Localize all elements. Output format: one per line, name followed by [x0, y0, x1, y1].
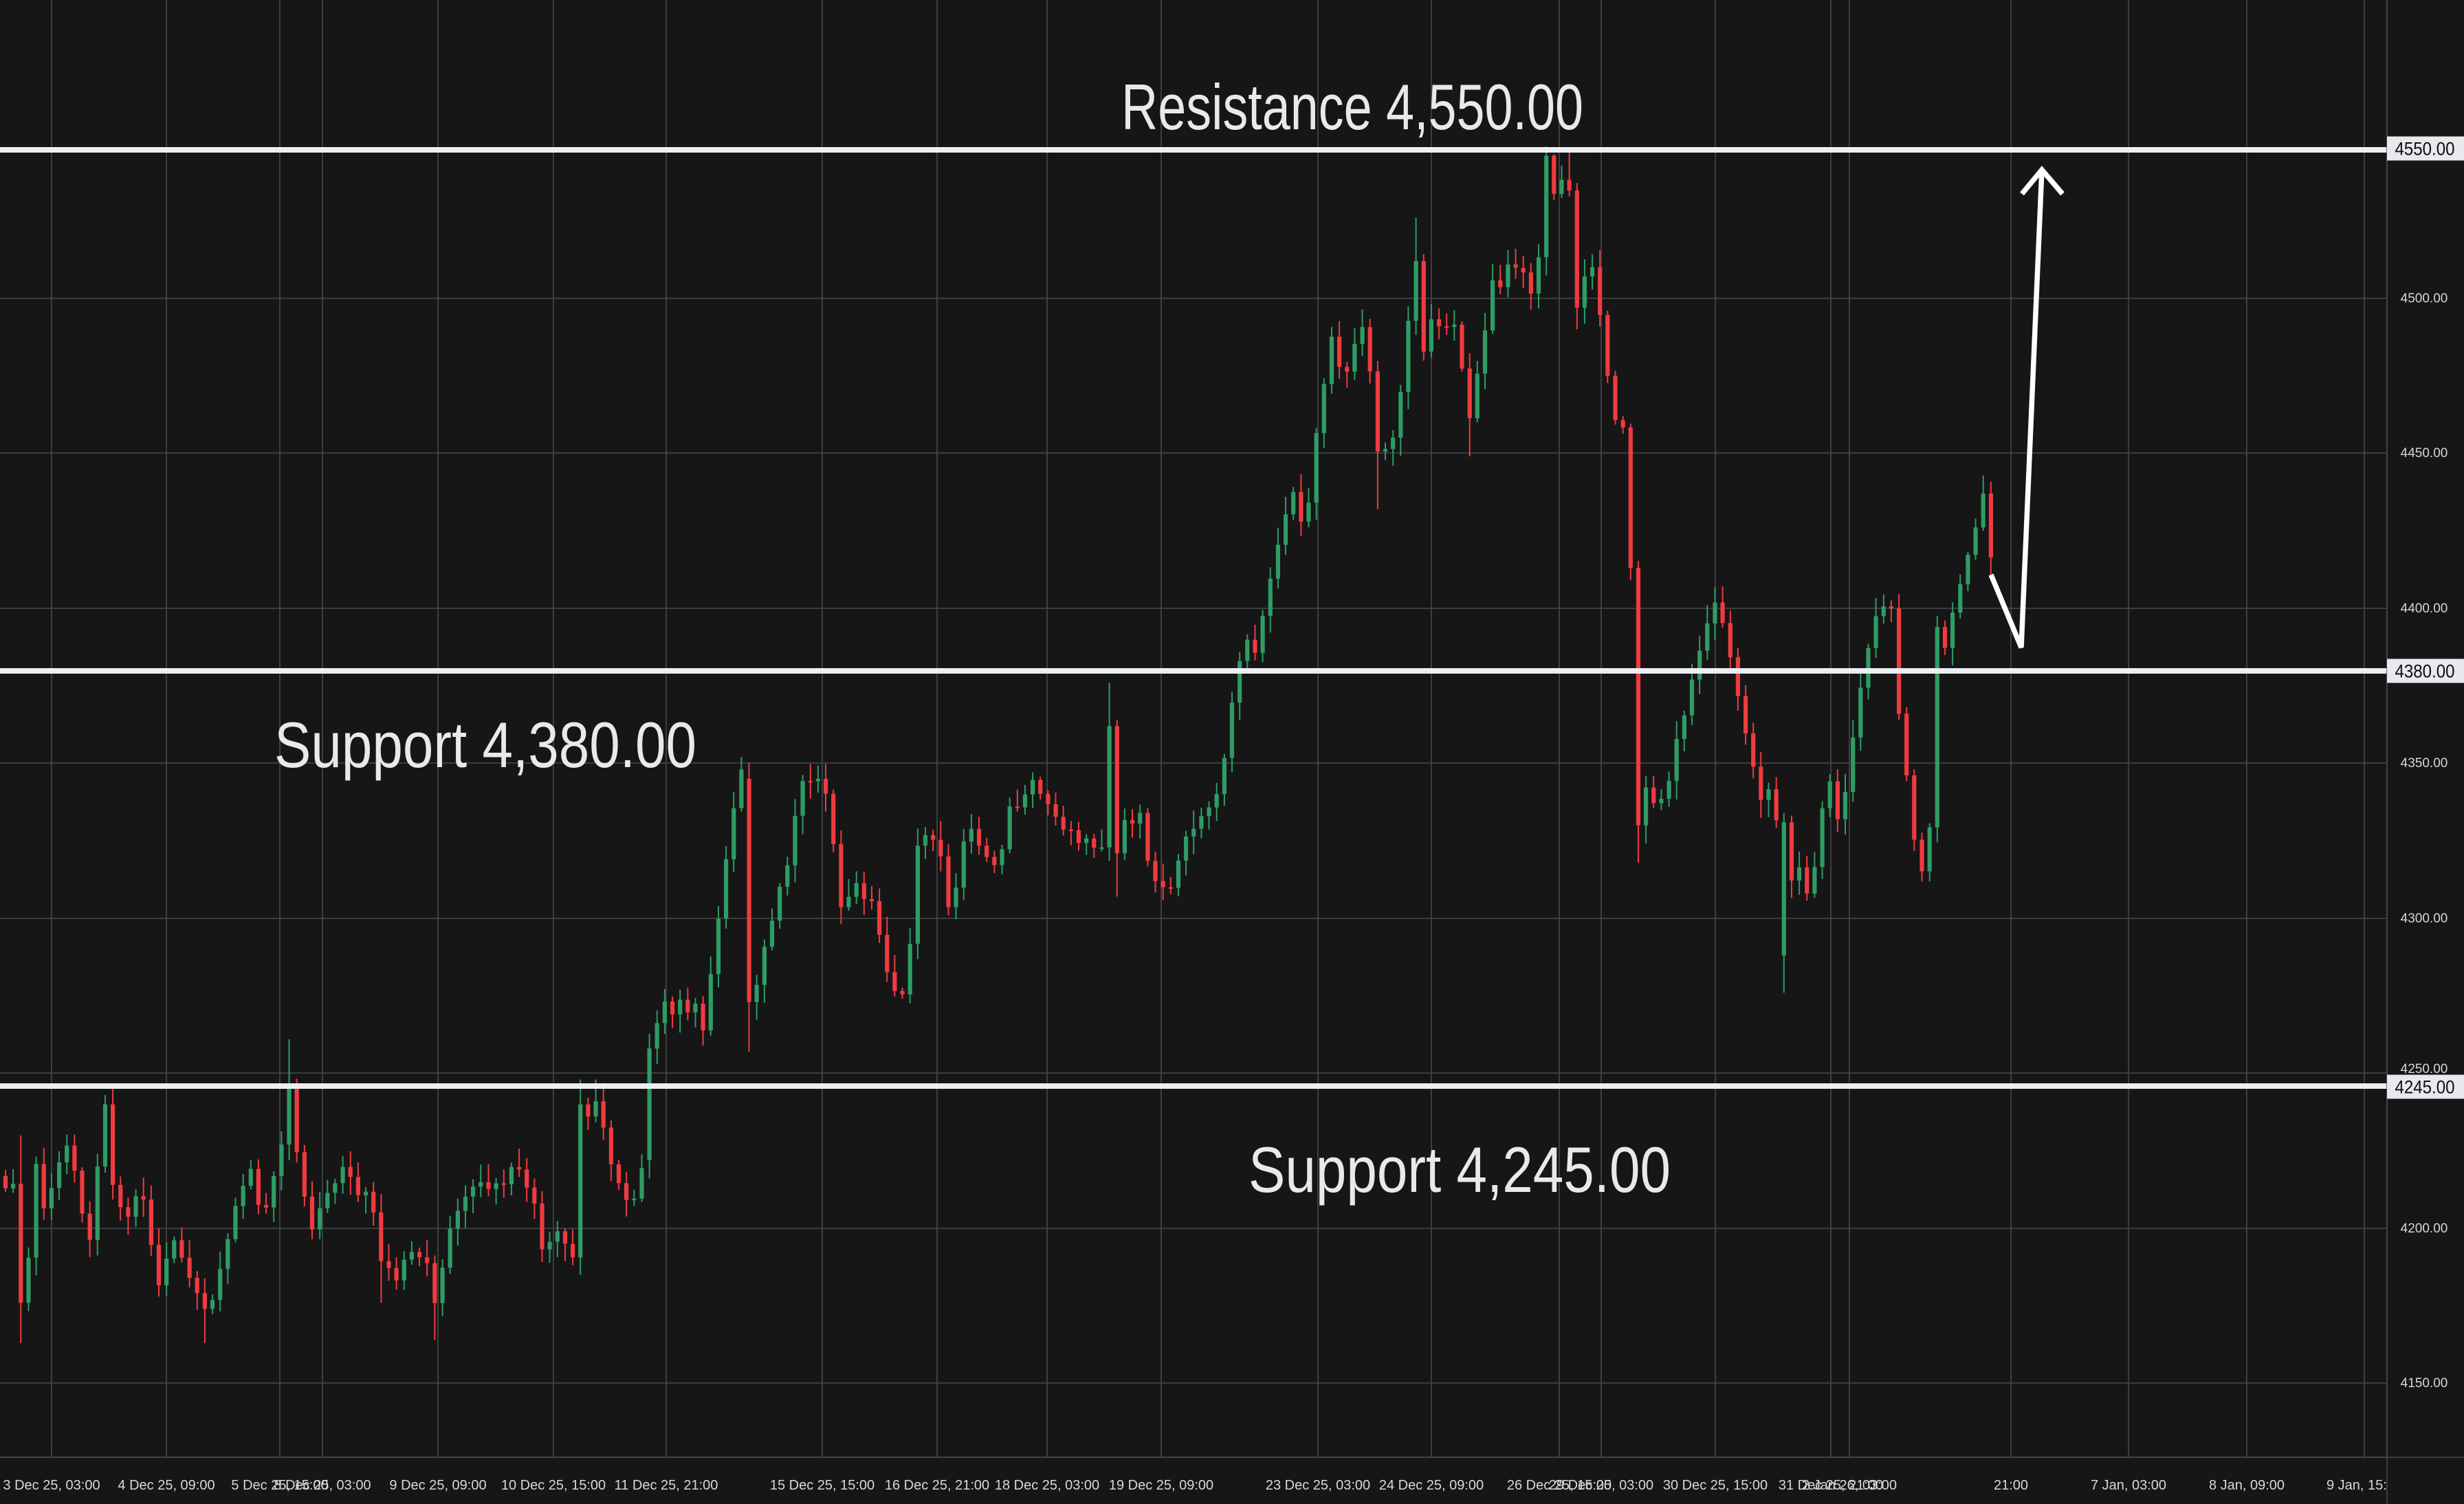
- svg-text:4 Dec 25, 09:00: 4 Dec 25, 09:00: [118, 1478, 214, 1493]
- svg-text:10 Dec 25, 15:00: 10 Dec 25, 15:00: [501, 1478, 606, 1493]
- svg-text:4245.00: 4245.00: [2395, 1077, 2455, 1098]
- svg-text:Support 4,380.00: Support 4,380.00: [274, 709, 696, 781]
- svg-text:4200.00: 4200.00: [2401, 1221, 2448, 1236]
- svg-text:4400.00: 4400.00: [2401, 601, 2448, 616]
- svg-text:4380.00: 4380.00: [2395, 661, 2455, 682]
- svg-text:8 Jan, 09:00: 8 Jan, 09:00: [2209, 1478, 2285, 1493]
- svg-text:21:00: 21:00: [1994, 1478, 2028, 1493]
- svg-text:4550.00: 4550.00: [2395, 139, 2455, 159]
- svg-text:4350.00: 4350.00: [2401, 756, 2448, 771]
- svg-text:4150.00: 4150.00: [2401, 1376, 2448, 1391]
- svg-text:4250.00: 4250.00: [2401, 1062, 2448, 1076]
- svg-text:Resistance 4,550.00: Resistance 4,550.00: [1121, 71, 1583, 143]
- svg-text:16 Dec 25, 21:00: 16 Dec 25, 21:00: [885, 1478, 989, 1493]
- svg-text:2 Jan 26, 03:00: 2 Jan 26, 03:00: [1802, 1478, 1897, 1493]
- svg-text:9 Jan, 15:00: 9 Jan, 15:00: [2326, 1478, 2402, 1493]
- svg-text:24 Dec 25, 09:00: 24 Dec 25, 09:00: [1379, 1478, 1484, 1493]
- svg-text:19 Dec 25, 09:00: 19 Dec 25, 09:00: [1109, 1478, 1213, 1493]
- svg-text:4450.00: 4450.00: [2401, 446, 2448, 461]
- svg-text:31 Dec 25, 21:00: 31 Dec 25, 21:00: [1779, 1478, 1883, 1493]
- svg-text:29 Dec 25, 03:00: 29 Dec 25, 03:00: [1549, 1478, 1653, 1493]
- svg-text:18 Dec 25, 03:00: 18 Dec 25, 03:00: [995, 1478, 1099, 1493]
- svg-text:11 Dec 25, 21:00: 11 Dec 25, 21:00: [615, 1478, 718, 1493]
- svg-text:4500.00: 4500.00: [2401, 291, 2448, 306]
- svg-text:23 Dec 25, 03:00: 23 Dec 25, 03:00: [1266, 1478, 1370, 1493]
- svg-text:8 Dec 25, 03:00: 8 Dec 25, 03:00: [274, 1478, 371, 1493]
- svg-text:5 Dec 25, 15:00: 5 Dec 25, 15:00: [231, 1478, 328, 1493]
- svg-text:26 Dec 25, 15:00: 26 Dec 25, 15:00: [1507, 1478, 1612, 1493]
- svg-text:Support 4,245.00: Support 4,245.00: [1248, 1133, 1671, 1206]
- svg-text:30 Dec 25, 15:00: 30 Dec 25, 15:00: [1663, 1478, 1768, 1493]
- svg-text:9 Dec 25, 09:00: 9 Dec 25, 09:00: [389, 1478, 486, 1493]
- svg-text:3 Dec 25, 03:00: 3 Dec 25, 03:00: [3, 1478, 100, 1493]
- svg-text:15 Dec 25, 15:00: 15 Dec 25, 15:00: [770, 1478, 874, 1493]
- svg-text:4300.00: 4300.00: [2401, 911, 2448, 926]
- svg-text:7 Jan, 03:00: 7 Jan, 03:00: [2091, 1478, 2166, 1493]
